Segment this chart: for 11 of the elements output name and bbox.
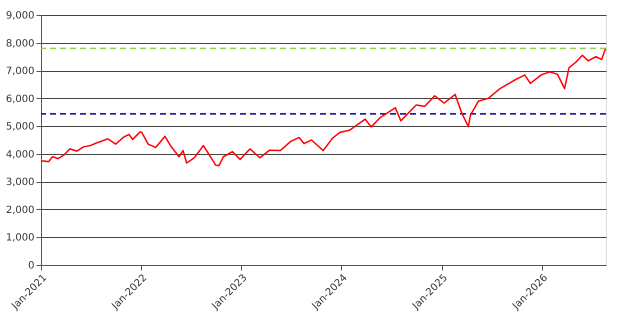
y-tick-label: 6,000: [6, 94, 34, 105]
y-tick-label: 2,000: [6, 204, 34, 216]
line-series: [41, 48, 606, 166]
y-tick-label: 7,000: [6, 66, 34, 78]
y-tick-label: 5,000: [6, 122, 34, 133]
y-tick-label: 8,000: [6, 38, 34, 50]
y-tick-label: 4,000: [6, 149, 34, 160]
y-tick-label: 1,000: [6, 232, 34, 244]
y-tick-label: 0: [28, 260, 34, 272]
y-tick-label: 3,000: [6, 177, 34, 188]
y-tick-label: 9,000: [6, 10, 34, 22]
